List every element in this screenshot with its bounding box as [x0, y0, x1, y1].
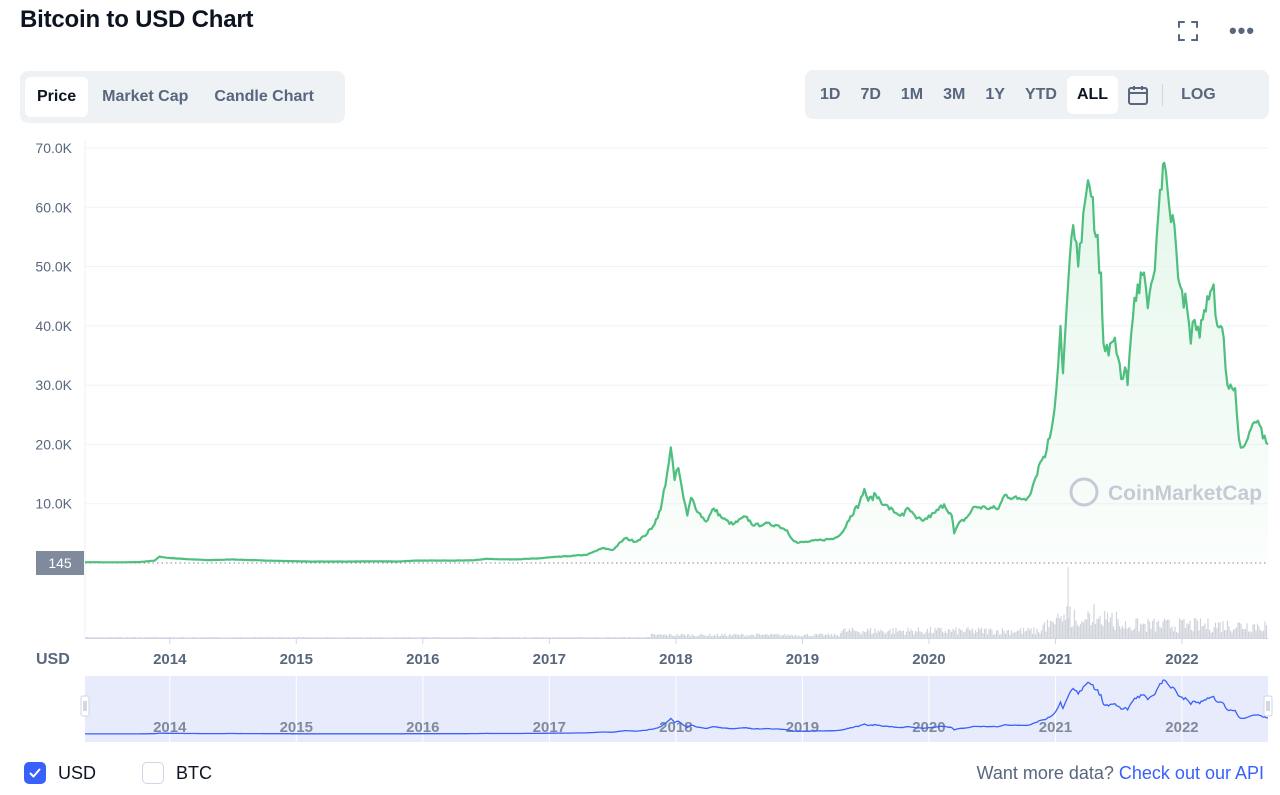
- x-tick-label: 2021: [1039, 651, 1072, 668]
- fullscreen-icon[interactable]: [1175, 18, 1201, 44]
- y-tick-label: 70.0K: [35, 140, 72, 156]
- legend-btc[interactable]: BTC: [142, 760, 236, 786]
- x-tick-label: 2016: [406, 651, 439, 668]
- navigator-tick-label: 2022: [1165, 719, 1198, 736]
- navigator-handle-left[interactable]: [80, 695, 90, 717]
- usd-label: USD: [58, 762, 97, 783]
- y-tick-label: 50.0K: [35, 259, 72, 275]
- btc-label: BTC: [176, 762, 212, 783]
- price-line: [85, 161, 1269, 564]
- usd-checkbox[interactable]: [24, 762, 46, 784]
- tab-price[interactable]: Price: [25, 77, 89, 117]
- navigator-tick-label: 2015: [280, 719, 313, 736]
- y-tick-label: 40.0K: [35, 318, 72, 334]
- navigator-tick-label: 2014: [153, 719, 187, 736]
- x-tick-label: 2018: [659, 651, 692, 668]
- range-separator: [1162, 83, 1164, 106]
- legend-usd[interactable]: USD: [24, 760, 118, 786]
- navigator-tick-label: 2021: [1039, 719, 1072, 736]
- x-tick-label: 2020: [912, 651, 945, 668]
- y-tick-label: 60.0K: [35, 199, 72, 215]
- time-range-selector: 1D 7D 1M 3M 1Y YTD ALL LOG: [805, 70, 1269, 119]
- x-tick-label: 2015: [280, 651, 313, 668]
- volume-bars: [85, 604, 1268, 638]
- y-tick-label: 30.0K: [35, 377, 72, 393]
- range-1y[interactable]: 1Y: [985, 85, 1005, 103]
- api-promo: Want more data? Check out our API: [977, 760, 1265, 786]
- start-price-label: 145: [48, 555, 72, 571]
- page-title: Bitcoin to USD Chart: [20, 6, 254, 33]
- currency-axis-label: USD: [36, 651, 70, 668]
- tab-candle-chart[interactable]: Candle Chart: [214, 88, 314, 105]
- y-tick-label: 10.0K: [35, 496, 72, 512]
- watermark-logo-icon: [1069, 477, 1099, 507]
- range-3m[interactable]: 3M: [943, 85, 966, 103]
- price-area: [85, 162, 1268, 564]
- navigator-tick-label: 2018: [659, 719, 692, 736]
- range-all[interactable]: ALL: [1066, 75, 1119, 114]
- navigator-tick-label: 2017: [533, 719, 566, 736]
- calendar-icon[interactable]: [1118, 76, 1158, 114]
- range-1m[interactable]: 1M: [900, 85, 924, 103]
- chart-type-tabs: Price Market Cap Candle Chart: [20, 71, 345, 123]
- more-icon[interactable]: •••: [1228, 18, 1256, 43]
- tab-market-cap[interactable]: Market Cap: [102, 88, 189, 105]
- x-tick-label: 2019: [786, 651, 819, 668]
- btc-checkbox[interactable]: [142, 762, 164, 784]
- navigator-handle-right[interactable]: [1263, 695, 1273, 717]
- api-prompt: Want more data?: [976, 762, 1114, 783]
- log-scale-toggle[interactable]: LOG: [1181, 85, 1216, 103]
- range-7d[interactable]: 7D: [860, 85, 881, 103]
- navigator-line: [85, 679, 1269, 735]
- x-tick-label: 2022: [1165, 651, 1198, 668]
- x-tick-label: 2014: [153, 651, 187, 668]
- api-link[interactable]: Check out our API: [1118, 762, 1264, 783]
- x-tick-label: 2017: [533, 651, 566, 668]
- start-price-marker: [36, 551, 84, 575]
- price-chart[interactable]: 10.0K 20.0K 30.0K 40.0K 50.0K 60.0K 70.0K CoinM…: [0, 130, 1280, 750]
- navigator-selection: [85, 676, 1268, 742]
- range-1d[interactable]: 1D: [820, 85, 841, 103]
- y-tick-label: 20.0K: [35, 436, 72, 452]
- navigator-tick-label: 2016: [406, 719, 439, 736]
- navigator-tick-label: 2019: [786, 719, 819, 736]
- range-ytd[interactable]: YTD: [1024, 85, 1057, 103]
- watermark-text: CoinMarketCap: [1108, 482, 1262, 505]
